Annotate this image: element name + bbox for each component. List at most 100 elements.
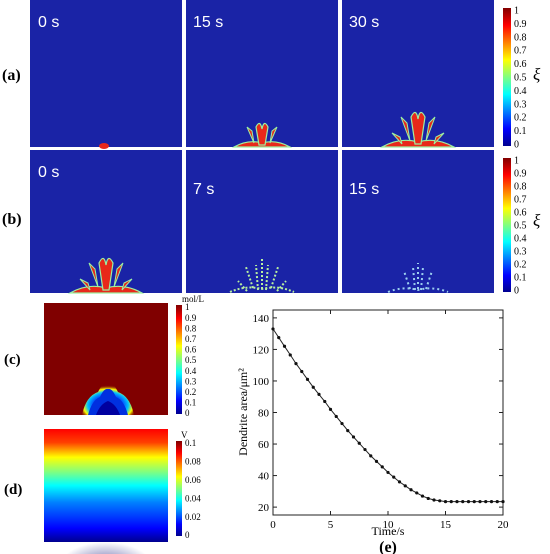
colorbar-tick-label: 0.6 (514, 59, 527, 70)
data-point (288, 353, 292, 357)
colorbar-tick-label: 0 (514, 140, 519, 151)
data-point (328, 407, 333, 411)
panel-c-colorbar-unit: mol/L (182, 294, 204, 304)
data-point (478, 499, 482, 504)
data-point (495, 499, 499, 504)
colorbar-tick-label: 0.5 (514, 73, 527, 84)
x-tick-label: 10 (383, 519, 395, 531)
colorbar-tick-label: 0.8 (185, 323, 197, 333)
y-tick-label: 20 (258, 502, 270, 514)
series-points (271, 327, 505, 504)
panel-e-chart: 0 5 10 15 20 20 40 60 80 100 120 140 Time/s Dendri… (236, 309, 510, 538)
colorbar-tick-label: 1 (514, 6, 519, 17)
panel-d-colorbar-ticks: 0.1 0.08 0.06 0.04 0.02 0 (185, 438, 201, 540)
colorbar-tick-label: 1 (514, 156, 519, 167)
data-point (305, 377, 310, 381)
panel-b-label: (b) (2, 211, 22, 228)
data-point (438, 499, 442, 503)
panel-a-time-1: 0 s (38, 14, 59, 31)
colorbar-tick-label: 0.6 (514, 208, 527, 219)
panel-d-map (44, 429, 168, 554)
data-point (466, 499, 471, 504)
data-point (374, 459, 379, 463)
panel-d-colorbar: 0.1 0.08 0.06 0.04 0.02 0 V (176, 430, 201, 540)
colorbar-tick-label: 0.5 (514, 221, 527, 232)
panel-a-frame-3: 30 s (342, 0, 494, 148)
panel-c-map (44, 303, 168, 415)
y-tick-label: 80 (258, 408, 270, 420)
colorbar-tick-label: 0.9 (514, 19, 527, 30)
colorbar-tick-label: 0.1 (514, 126, 527, 137)
panel-e-label: (e) (379, 539, 397, 554)
colorbar-tick-label: 0 (185, 408, 190, 418)
x-tick-label: 5 (328, 519, 334, 531)
data-point (397, 480, 402, 484)
panel-a-time-3: 30 s (349, 14, 379, 31)
colorbar-tick-label: 0.02 (185, 512, 201, 522)
data-point (501, 499, 505, 504)
x-axis-label: Time/s (372, 524, 405, 538)
panel-b-time-1: 0 s (38, 164, 59, 181)
colorbar-tick-label: 1 (185, 302, 190, 312)
y-tick-label: 40 (258, 471, 270, 483)
data-point (489, 499, 494, 504)
colorbar-tick-label: 0.1 (514, 273, 527, 284)
colorbar-tick-label: 0 (185, 530, 190, 540)
panel-a-time-2: 15 s (193, 14, 223, 31)
colorbar-tick-label: 0.06 (185, 475, 201, 485)
colorbar-tick-label: 0 (514, 286, 519, 297)
data-point (426, 496, 430, 501)
data-point (409, 488, 413, 492)
x-tick-label: 0 (270, 519, 276, 531)
colorbar-tick-label: 0.9 (514, 169, 527, 180)
plot-frame (272, 309, 504, 516)
x-tick-label: 20 (498, 519, 510, 531)
panel-b-frame-1: 0 s (30, 150, 182, 294)
data-point (300, 369, 304, 374)
data-point (472, 499, 476, 504)
panel-b-time-2: 7 s (193, 181, 214, 198)
colorbar-tick-label: 0.7 (514, 195, 527, 206)
panel-a-frame-2: 15 s (186, 0, 338, 148)
panel-b-frame-3: 15 s (342, 150, 494, 293)
colorbar-tick-label: 0.8 (514, 32, 527, 43)
data-point (271, 327, 275, 331)
y-tick-label: 140 (253, 313, 270, 325)
y-tick-label: 100 (253, 376, 270, 388)
panel-c-colorbar-ticks: 10.90.80.70.60.50.40.30.20.10 (185, 302, 197, 418)
panel-a-colorbar: 1 0.9 0.8 0.7 0.6 0.5 0.4 0.3 0.2 0.1 0 ξ (503, 6, 541, 151)
colorbar-tick-label: 0.8 (514, 182, 527, 193)
data-point (357, 441, 361, 445)
y-axis-label: Dendrite area/μm² (236, 368, 250, 456)
panel-a-colorbar-ticks: 1 0.9 0.8 0.7 0.6 0.5 0.4 0.3 0.2 0.1 0 (514, 6, 527, 151)
data-point (346, 429, 350, 433)
data-point (415, 491, 419, 495)
colorbar-tick-label: 0.7 (185, 334, 197, 344)
colorbar-tick-label: 0.4 (514, 86, 527, 97)
data-point (432, 498, 436, 502)
colorbar-tick-label: 0.7 (514, 46, 527, 57)
y-tick-label: 60 (258, 439, 270, 451)
data-point (392, 475, 396, 479)
data-point (461, 499, 465, 504)
data-point (449, 499, 453, 504)
colorbar-tick-label: 0.3 (514, 99, 527, 110)
colorbar-tick-label: 0.2 (185, 387, 196, 397)
panel-c-label: (c) (4, 352, 21, 368)
panel-d-colorbar-unit: V (181, 430, 188, 440)
data-point (380, 465, 384, 469)
data-point (403, 484, 407, 488)
colorbar-tick-label: 0.4 (514, 234, 527, 245)
panel-b-colorbar: 1 0.9 0.8 0.7 0.6 0.5 0.4 0.3 0.2 0.1 0 ξ (503, 156, 541, 297)
series-line (272, 328, 503, 503)
data-point (311, 385, 315, 389)
y-tick-label: 120 (253, 344, 270, 356)
panel-a-frame-1: 0 s (30, 0, 182, 149)
data-point (443, 499, 448, 504)
colorbar-tick-label: 0.5 (185, 355, 197, 365)
colorbar-tick-label: 0.2 (514, 260, 527, 271)
data-point (351, 435, 356, 439)
colorbar-tick-label: 0.1 (185, 398, 196, 408)
data-point (277, 335, 281, 340)
